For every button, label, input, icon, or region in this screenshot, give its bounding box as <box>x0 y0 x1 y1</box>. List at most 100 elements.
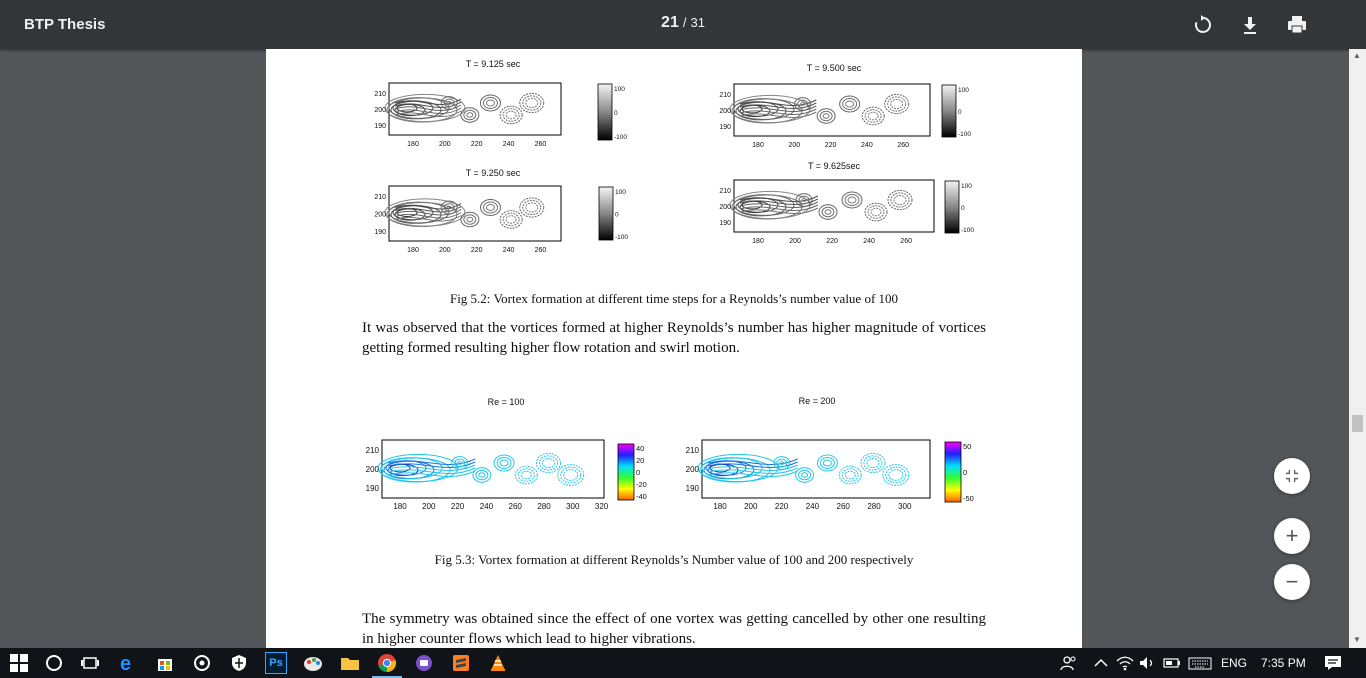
download-button[interactable] <box>1237 12 1263 38</box>
contour-line <box>890 192 910 208</box>
contour-line <box>514 465 538 485</box>
store-app[interactable] <box>154 652 176 674</box>
contour-line <box>798 469 812 481</box>
x-tick-label: 200 <box>788 142 800 149</box>
colorbar-label: -100 <box>614 134 627 141</box>
keyboard-tray[interactable] <box>1187 652 1213 674</box>
contour-line <box>794 97 812 111</box>
x-tick-label: 240 <box>861 142 873 149</box>
figure-5-2: T = 9.125 sec 210 200 190 180 200 220 240 260 100… <box>374 59 974 254</box>
purple-app[interactable] <box>413 652 435 674</box>
edge-icon: e <box>120 653 131 673</box>
colorbar-label: -40 <box>636 492 647 501</box>
document-title: BTP Thesis <box>24 16 106 33</box>
y-tick-label: 190 <box>719 124 731 131</box>
contour-line <box>819 110 833 122</box>
chrome-app[interactable] <box>372 652 402 678</box>
contour-line <box>841 468 859 482</box>
contour-line <box>472 467 492 483</box>
scroll-down-arrow-icon[interactable]: ▼ <box>1353 635 1361 644</box>
file-explorer-app[interactable] <box>339 652 361 674</box>
contour-line <box>864 109 882 123</box>
contour-line <box>475 469 489 481</box>
contour-line <box>860 452 886 474</box>
photoshop-icon: Ps <box>269 657 283 669</box>
x-tick-label: 300 <box>566 502 580 511</box>
figure-5-2-caption: Fig 5.2: Vortex formation at different t… <box>449 291 899 306</box>
cortana-button[interactable] <box>43 652 65 674</box>
action-center-button[interactable] <box>1322 652 1344 674</box>
scrollbar-thumb[interactable] <box>1352 415 1363 432</box>
start-button[interactable] <box>8 652 30 674</box>
contour-line <box>847 196 857 204</box>
zoom-out-button[interactable]: − <box>1274 564 1310 600</box>
print-button[interactable] <box>1284 12 1310 38</box>
fit-page-button[interactable] <box>1274 458 1310 494</box>
x-tick-label: 260 <box>837 502 851 511</box>
contour-line <box>844 194 860 206</box>
contour-line <box>460 107 480 123</box>
vlc-app[interactable] <box>487 652 509 674</box>
colorbar-label: 100 <box>961 183 972 190</box>
photoshop-app[interactable]: Ps <box>265 652 287 674</box>
people-tray[interactable] <box>1058 652 1080 674</box>
y-tick-label: 190 <box>366 484 380 493</box>
y-tick-label: 190 <box>686 484 700 493</box>
volume-icon <box>1140 657 1153 669</box>
sublime-app[interactable] <box>450 652 472 674</box>
y-tick-label: 190 <box>374 229 386 236</box>
zoom-in-button[interactable]: + <box>1274 518 1310 554</box>
notification-icon <box>1325 656 1341 670</box>
keyboard-icon <box>1188 657 1212 670</box>
defender-app[interactable] <box>228 652 250 674</box>
contour-line <box>478 472 486 478</box>
contour-line <box>493 454 515 472</box>
contour-line <box>482 201 498 214</box>
x-tick-label: 180 <box>713 502 727 511</box>
page-separator: / <box>682 15 687 30</box>
plot-title: T = 9.625sec <box>808 161 861 171</box>
current-page-number[interactable]: 21 <box>661 14 679 31</box>
vertical-scrollbar[interactable]: ▲ ▼ <box>1349 49 1366 648</box>
colorbar-label: 100 <box>614 86 625 93</box>
x-tick-label: 260 <box>900 238 912 245</box>
contour-line <box>739 201 819 209</box>
task-view-button[interactable] <box>79 652 101 674</box>
x-tick-label: 220 <box>471 141 483 148</box>
x-tick-label: 240 <box>863 238 875 245</box>
contour-line <box>387 458 476 466</box>
battery-tray[interactable] <box>1160 652 1182 674</box>
wifi-icon <box>1116 656 1134 671</box>
svg-text:e: e <box>120 653 131 673</box>
chevron-up-icon <box>1094 658 1108 667</box>
contour-line <box>499 210 523 229</box>
plot-panel: T = 9.500 sec 210 200 190 180 200 220 240 260 100… <box>719 63 971 149</box>
language-indicator[interactable]: ENG <box>1221 656 1248 670</box>
rotate-button[interactable] <box>1190 12 1216 38</box>
x-tick-label: 240 <box>480 502 494 511</box>
sublime-icon <box>453 655 469 671</box>
paint-app[interactable] <box>302 652 324 674</box>
contour-line <box>739 204 819 212</box>
contour-line <box>801 198 807 202</box>
contour-line <box>502 212 520 227</box>
volume-tray[interactable] <box>1136 652 1158 674</box>
contour-line <box>870 207 882 217</box>
contour-line <box>841 191 863 209</box>
edge-app[interactable]: e <box>117 652 139 674</box>
media-app[interactable] <box>191 652 213 674</box>
contour-line <box>466 216 474 223</box>
plot-title: Re = 200 <box>799 396 836 406</box>
clock[interactable]: 7:35 PM <box>1261 656 1306 670</box>
wifi-tray[interactable] <box>1114 652 1136 674</box>
chrome-icon <box>378 654 397 672</box>
show-hidden-icons-button[interactable] <box>1090 652 1112 674</box>
contour-line <box>882 464 910 486</box>
contour-line <box>377 453 459 483</box>
x-tick-label: 180 <box>393 502 407 511</box>
contour-line <box>884 93 910 115</box>
contour-line <box>485 204 495 211</box>
contour-line <box>482 97 498 109</box>
contour-line <box>824 209 832 215</box>
scroll-up-arrow-icon[interactable]: ▲ <box>1353 51 1361 60</box>
